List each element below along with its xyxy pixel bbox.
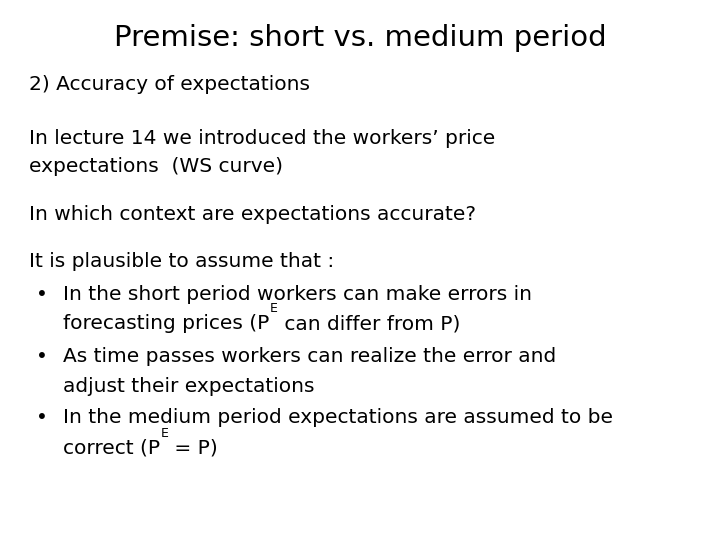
Text: •: • bbox=[36, 285, 48, 304]
Text: E: E bbox=[270, 302, 278, 315]
Text: E: E bbox=[161, 427, 168, 440]
Text: •: • bbox=[36, 347, 48, 366]
Text: In which context are expectations accurate?: In which context are expectations accura… bbox=[29, 205, 476, 224]
Text: In the short period workers can make errors in: In the short period workers can make err… bbox=[63, 285, 532, 304]
Text: expectations  (WS curve): expectations (WS curve) bbox=[29, 157, 283, 176]
Text: 2) Accuracy of expectations: 2) Accuracy of expectations bbox=[29, 75, 310, 93]
Text: = P): = P) bbox=[168, 438, 218, 457]
Text: •: • bbox=[36, 408, 48, 427]
Text: correct (P: correct (P bbox=[63, 438, 161, 457]
Text: In lecture 14 we introduced the workers’ price: In lecture 14 we introduced the workers’… bbox=[29, 129, 495, 147]
Text: forecasting prices (P: forecasting prices (P bbox=[63, 314, 270, 333]
Text: adjust their expectations: adjust their expectations bbox=[63, 377, 315, 396]
Text: In the medium period expectations are assumed to be: In the medium period expectations are as… bbox=[63, 408, 613, 427]
Text: can differ from P): can differ from P) bbox=[278, 314, 460, 333]
Text: Premise: short vs. medium period: Premise: short vs. medium period bbox=[114, 24, 606, 52]
Text: It is plausible to assume that :: It is plausible to assume that : bbox=[29, 252, 334, 271]
Text: As time passes workers can realize the error and: As time passes workers can realize the e… bbox=[63, 347, 557, 366]
